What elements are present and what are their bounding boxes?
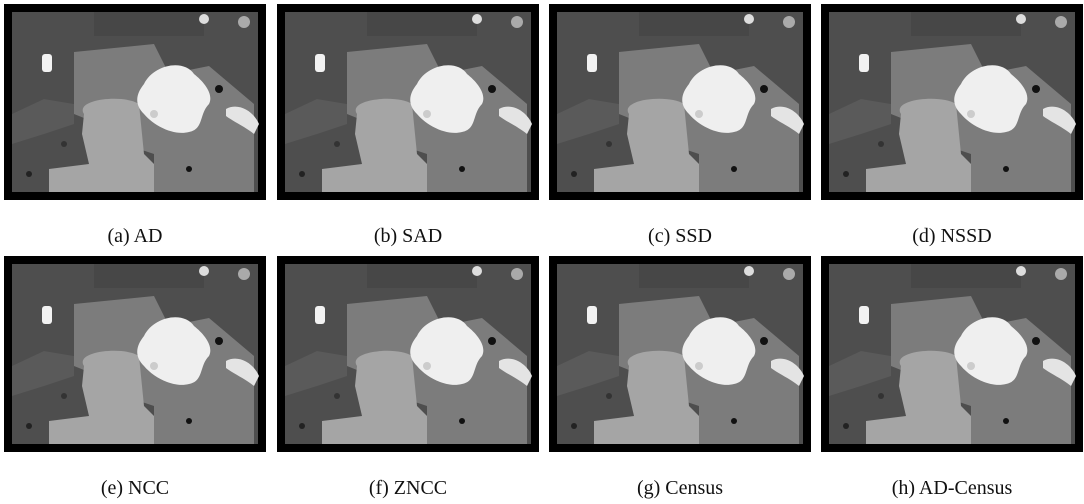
panel: (f) ZNCC [277, 256, 539, 500]
caption: (d) NSSD [821, 225, 1083, 248]
panel: (h) AD-Census [821, 256, 1083, 500]
panel: (c) SSD [549, 4, 811, 248]
disparity-map [4, 4, 266, 200]
panel: (d) NSSD [821, 4, 1083, 248]
figure: (a) AD (b) SAD (c) SSD (d) NSSD (e) NCC (f) Z… [0, 0, 1084, 504]
caption: (e) NCC [4, 477, 266, 500]
disparity-map [277, 256, 539, 452]
disparity-map [4, 256, 266, 452]
disparity-map [277, 4, 539, 200]
caption: (b) SAD [277, 225, 539, 248]
caption: (g) Census [549, 477, 811, 500]
disparity-map [549, 4, 811, 200]
disparity-map [549, 256, 811, 452]
caption: (a) AD [4, 225, 266, 248]
caption: (f) ZNCC [277, 477, 539, 500]
caption: (h) AD-Census [821, 477, 1083, 500]
disparity-map [821, 256, 1083, 452]
panel: (g) Census [549, 256, 811, 500]
panel: (e) NCC [4, 256, 266, 500]
panel: (a) AD [4, 4, 266, 248]
caption: (c) SSD [549, 225, 811, 248]
disparity-map [821, 4, 1083, 200]
panel: (b) SAD [277, 4, 539, 248]
